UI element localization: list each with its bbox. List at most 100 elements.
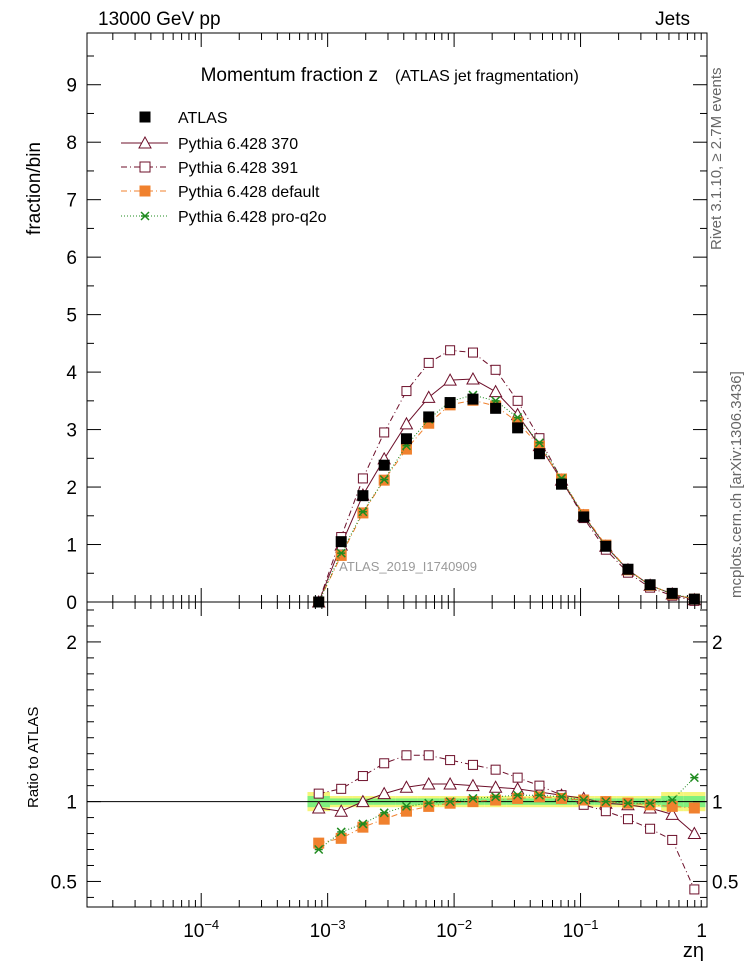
data-point [534,780,545,791]
legend-label: Pythia 6.428 default [178,184,320,201]
data-point [379,758,390,769]
data-point [423,750,434,761]
data-point [512,792,524,804]
data-point [533,791,545,803]
data-point [336,783,347,794]
data-point [313,837,325,849]
ratio-y-tick-label-right: 1 [712,793,723,814]
x-tick-label: 10−3 [310,917,346,942]
mcplots-label: mcplots.cern.ch [arXiv:1306.3436] [728,371,745,598]
data-point [601,797,611,807]
plot-title: Momentum fraction z [201,65,378,86]
legend-label: Pythia 6.428 391 [178,160,298,177]
data-point [138,135,152,149]
legend-label: ATLAS [178,110,228,127]
data-point [622,814,633,825]
ratio-series-pythia-6-428-391 [313,750,700,895]
ratio-series-pythia-6-428-370 [311,776,702,840]
data-point [423,411,435,423]
data-point [512,772,523,783]
ratio-series-line [318,754,695,890]
data-point [399,416,414,430]
legend-entry: Pythia 6.428 391 [121,160,298,177]
ratio-plot-panel: Ratio to ATLAS 0.5 0.51 12 2 10−4 10−3 10−2 10… [25,601,738,942]
legend-label: Pythia 6.428 370 [178,136,298,153]
data-point [140,211,150,221]
data-point [379,427,390,438]
data-point [357,821,369,833]
y-tick-label: 0 [66,593,77,614]
data-point [687,826,702,840]
ratio-y-tick-label: 2 [66,633,77,654]
data-point [445,797,455,807]
data-point [424,798,434,808]
data-point [401,386,412,397]
data-point [556,478,568,490]
data-point [644,579,656,591]
data-point [357,507,369,519]
data-point [400,433,412,445]
legend-entry: Pythia 6.428 pro-q2o [121,209,327,226]
y-tick-label: 6 [66,248,77,269]
data-point [444,397,456,409]
y-tick-label: 8 [66,133,77,154]
y-tick-label: 5 [66,306,77,327]
data-point [468,793,478,803]
ratio-y-axis-label: Ratio to ATLAS [25,707,42,808]
ratio-y-tick-label-right: 2 [712,633,723,654]
data-point [311,800,326,814]
data-point [357,473,368,484]
series-pythia-6-428-default [313,394,700,608]
data-point [488,780,503,793]
data-point [466,778,480,792]
data-point [421,390,436,403]
data-point [445,755,456,766]
x-tick-label: 10−1 [563,917,599,942]
data-point [667,795,677,805]
data-point [490,364,501,375]
data-point [665,807,680,820]
data-point [336,548,346,558]
data-point [644,799,656,811]
data-point [139,161,151,173]
data-point [490,794,502,806]
data-point [358,507,368,517]
data-point [335,549,347,561]
y-tick-label: 1 [66,536,77,557]
data-point [314,844,324,855]
data-point [490,764,501,775]
data-point [467,393,479,405]
process-label: Jets [655,9,690,30]
y-tick-label: 2 [66,478,77,499]
x-tick-label: 1 [696,921,707,942]
data-point [401,801,411,811]
data-point [423,357,434,368]
data-point [579,795,589,805]
y-tick-label: 7 [66,191,77,212]
data-point [400,805,412,817]
data-point [667,834,678,845]
data-point [139,185,151,197]
data-point [377,786,392,800]
data-point [444,797,456,809]
data-point [488,384,503,398]
data-point [645,798,655,808]
data-point [357,490,369,502]
data-point [513,412,523,423]
data-point [534,438,544,448]
legend-label: Pythia 6.428 pro-q2o [178,209,327,226]
data-point [378,459,390,471]
data-point [666,587,678,599]
data-point [512,395,523,406]
data-point [467,759,478,770]
data-point [358,819,368,829]
x-tick-label: 10−2 [436,917,472,942]
data-point [556,792,568,804]
data-point [334,804,349,817]
data-point [490,402,502,414]
main-x-axis [112,33,708,602]
ratio-series-line [318,783,695,834]
ratio-y-tick-label: 0.5 [51,872,77,893]
data-point [421,776,436,790]
